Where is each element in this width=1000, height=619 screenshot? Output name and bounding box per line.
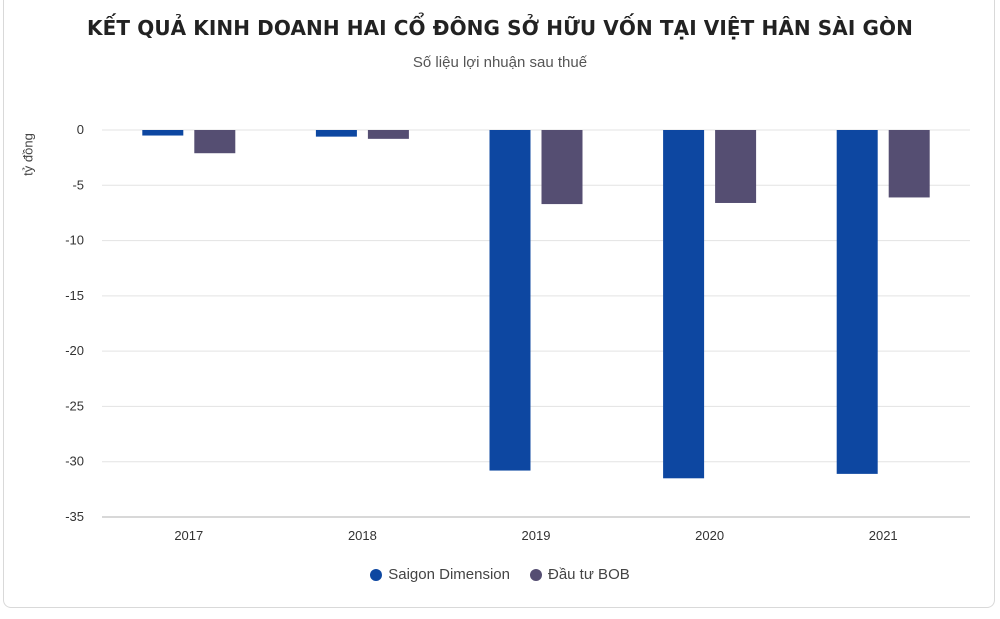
- legend-label: Đầu tư BOB: [548, 566, 630, 583]
- x-tick-label: 2021: [869, 528, 898, 543]
- bar-dau-tu-bob-2021: [888, 130, 930, 198]
- bar-dau-tu-bob-2018: [367, 130, 409, 139]
- axis-layer: 0 -5 -10 -15 -20 -25 -30 -35 2017 2018 2019 2020 202…: [65, 122, 897, 543]
- y-tick-label: -10: [65, 233, 84, 248]
- y-tick-label: -20: [65, 343, 84, 358]
- x-tick-label: 2018: [348, 528, 377, 543]
- grid-layer: [102, 129, 970, 518]
- bar-layer: [142, 130, 930, 479]
- bar-dau-tu-bob-2020: [715, 130, 757, 203]
- x-tick-label: 2017: [174, 528, 203, 543]
- chart-title: KẾT QUẢ KINH DOANH HAI CỔ ĐÔNG SỞ HỮU VỐ…: [87, 16, 913, 40]
- chart-legend: Saigon Dimension Đầu tư BOB: [0, 566, 1000, 585]
- x-tick-label: 2020: [695, 528, 724, 543]
- bar-saigon-dimension-2018: [315, 130, 357, 137]
- bar-saigon-dimension-2017: [142, 130, 184, 136]
- x-tick-label: 2019: [522, 528, 551, 543]
- legend-label: Saigon Dimension: [388, 566, 510, 583]
- bar-dau-tu-bob-2019: [541, 130, 583, 205]
- bar-saigon-dimension-2019: [489, 130, 531, 471]
- bar-saigon-dimension-2020: [663, 130, 705, 479]
- legend-swatch-icon: [370, 568, 383, 581]
- bar-dau-tu-bob-2017: [194, 130, 236, 154]
- y-tick-label: -35: [65, 509, 84, 524]
- y-tick-label: 0: [77, 122, 84, 137]
- bar-saigon-dimension-2021: [836, 130, 878, 474]
- legend-swatch-icon: [530, 568, 542, 581]
- chart-subtitle: Số liệu lợi nhuận sau thuế: [412, 54, 588, 71]
- legend-item[interactable]: Saigon Dimension: [370, 566, 510, 583]
- y-tick-label: -30: [65, 454, 84, 469]
- y-tick-label: -15: [65, 288, 84, 303]
- legend-item[interactable]: Đầu tư BOB: [530, 566, 630, 583]
- y-tick-label: -25: [65, 398, 84, 413]
- y-tick-label: -5: [72, 177, 84, 192]
